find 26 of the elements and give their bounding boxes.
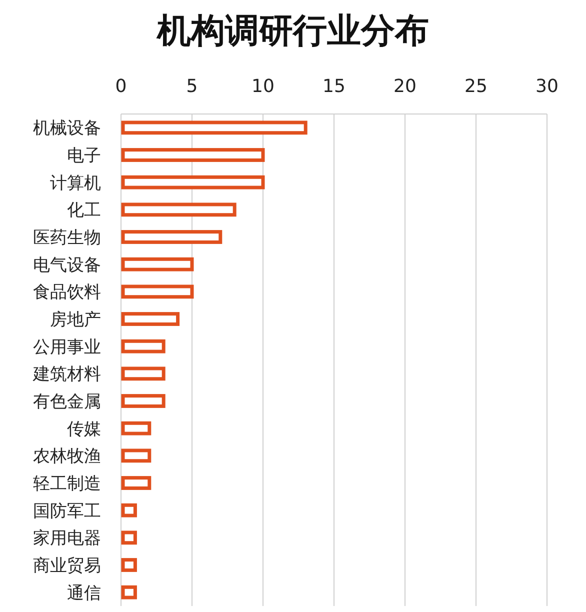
x-tick-label: 25 <box>464 76 488 97</box>
y-tick-label: 医药生物 <box>33 228 101 248</box>
y-tick-label: 农林牧渔 <box>33 446 101 467</box>
chart-title: 机构调研行业分布 <box>156 11 429 51</box>
y-tick-label: 传媒 <box>67 419 101 440</box>
y-tick-label: 建筑材料 <box>32 364 101 385</box>
y-tick-label: 有色金属 <box>33 392 101 412</box>
y-tick-label: 家用电器 <box>33 528 101 549</box>
x-tick-label: 0 <box>115 76 127 97</box>
y-tick-label: 食品饮料 <box>33 282 101 303</box>
y-tick-label: 化工 <box>67 200 101 221</box>
x-tick-label: 10 <box>252 76 274 97</box>
y-tick-label: 轻工制造 <box>33 474 101 494</box>
y-tick-label: 计算机 <box>50 173 101 194</box>
y-tick-label: 商业贸易 <box>33 556 101 576</box>
y-tick-label: 通信 <box>67 583 101 604</box>
y-tick-label: 公用事业 <box>33 337 101 358</box>
x-tick-label: 15 <box>322 76 346 97</box>
y-tick-label: 房地产 <box>50 310 101 330</box>
y-tick-label: 国防军工 <box>33 501 101 522</box>
y-tick-label: 电子 <box>67 146 101 166</box>
x-tick-label: 20 <box>394 76 416 97</box>
x-tick-label: 30 <box>536 76 558 97</box>
x-tick-label: 5 <box>186 76 198 97</box>
y-tick-label: 电气设备 <box>33 255 101 276</box>
y-tick-label: 机械设备 <box>33 118 101 139</box>
